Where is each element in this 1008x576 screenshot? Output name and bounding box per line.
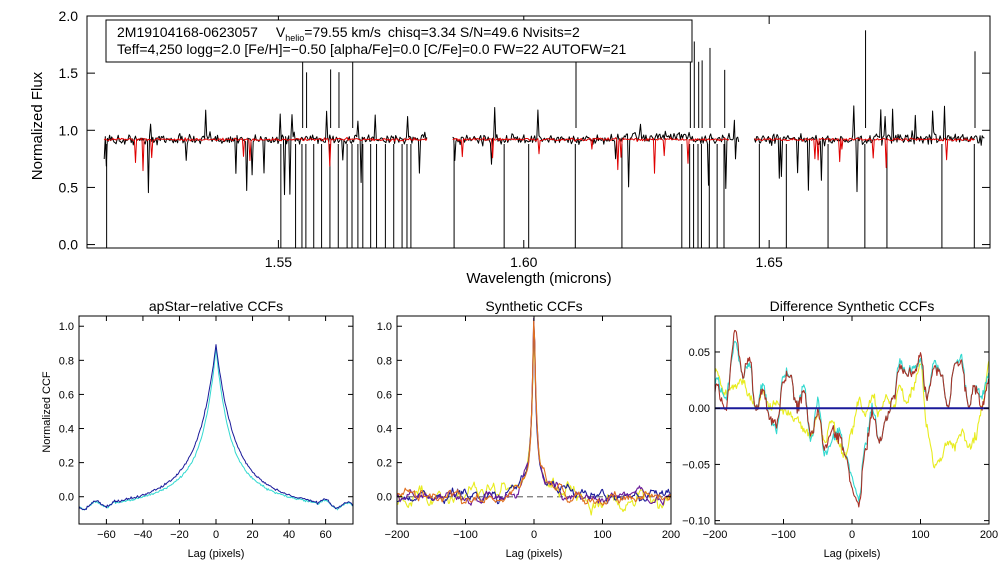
spectrum-info-box: 2M19104168-0623057 Vhelio=79.55 km/s chisq… — [105, 19, 693, 63]
synthetic-ccf-visit-1 — [397, 323, 671, 505]
x-tick-label: 1.65 — [756, 254, 783, 270]
y-tick-label: 0.8 — [377, 355, 392, 367]
x-tick-label: 100 — [911, 529, 929, 541]
difference-ccf-ticks: −200 −100 0 100 200 −0.10 −0.05 0.00 0.05 — [682, 316, 998, 541]
synthetic-ccf-ticks: −200 −100 0 100 200 0.0 0.2 0.4 0.6 0.8 1.0 — [377, 316, 680, 541]
y-tick-label: 0.6 — [59, 389, 74, 401]
synthetic-ccf-panel: −200 −100 0 100 200 0.0 0.2 0.4 0.6 0.8 1.0 Synthe… — [377, 298, 680, 560]
x-tick-label: 0 — [849, 529, 855, 541]
synthetic-ccf-combined — [396, 340, 671, 516]
observed-flux-line — [753, 105, 985, 193]
difference-ccf-cyan — [714, 340, 990, 502]
observed-flux-line — [452, 107, 740, 189]
info-box-frame — [105, 19, 693, 63]
difference-ccf-lines — [714, 329, 990, 508]
x-tick-label: −100 — [453, 529, 478, 541]
spectrum-frame — [86, 15, 991, 249]
x-tick-label: −100 — [771, 529, 796, 541]
difference-ccf-xlabel: Lag (pixels) — [824, 548, 881, 560]
fit-stats: chisq=3.34 S/N=49.6 Nvisits=2 — [388, 24, 580, 40]
y-tick-label: 0.0 — [59, 492, 74, 504]
apstar-ccf-ylabel: Normalized CCF — [41, 371, 53, 453]
y-tick-label: 0.0 — [377, 492, 392, 504]
synthetic-ccf-title: Synthetic CCFs — [485, 298, 582, 314]
spectrum-panel: 1.55 1.60 1.65 0.0 0.5 1.0 1.5 2.0 2M19104168-0… — [29, 8, 991, 287]
y-tick-label: 0.4 — [59, 424, 74, 436]
x-tick-label: 40 — [283, 529, 295, 541]
info-line-1: 2M19104168-0623057 Vhelio=79.55 km/s chisq… — [117, 24, 580, 43]
x-tick-label: 200 — [980, 529, 998, 541]
apstar-ccf-xlabel: Lag (pixels) — [188, 548, 245, 560]
apstar-ccf-visit-2 — [78, 344, 354, 511]
y-tick-label: 0.0 — [59, 237, 79, 253]
x-tick-label: −60 — [97, 529, 116, 541]
difference-ccf-panel: −200 −100 0 100 200 −0.10 −0.05 0.00 0.05 Differ… — [682, 298, 998, 560]
synthetic-model-line — [754, 137, 975, 169]
y-tick-label: 2.0 — [59, 8, 79, 24]
synthetic-ccf-lines — [396, 317, 671, 516]
apstar-ccf-lines — [78, 344, 354, 511]
synthetic-model-line — [103, 136, 428, 172]
y-tick-label: 0.5 — [59, 179, 79, 195]
info-line-2: Teff=4,250 logg=2.0 [Fe/H]=−0.50 [alpha/… — [117, 41, 626, 57]
y-tick-label: 0.00 — [689, 403, 710, 415]
y-tick-label: −0.10 — [682, 516, 710, 528]
y-tick-label: 0.05 — [689, 347, 710, 359]
difference-ccf-title: Difference Synthetic CCFs — [770, 298, 935, 314]
spectrum-ticks: 1.55 1.60 1.65 0.0 0.5 1.0 1.5 2.0 — [59, 8, 990, 270]
x-tick-label: 0 — [213, 529, 219, 541]
y-tick-label: 1.0 — [377, 321, 392, 333]
y-tick-label: 1.0 — [59, 321, 74, 333]
x-tick-label: 1.60 — [510, 254, 537, 270]
apstar-ccf-ticks: −60 −40 −20 0 20 40 60 0.0 0.2 0.4 0.6 0.8 1.0 — [59, 316, 353, 541]
x-tick-label: −200 — [385, 529, 410, 541]
y-tick-label: 0.8 — [59, 355, 74, 367]
x-tick-label: 100 — [593, 529, 611, 541]
x-tick-label: 60 — [319, 529, 331, 541]
difference-ccf-frame — [714, 315, 990, 525]
synthetic-ccf-xlabel: Lag (pixels) — [506, 548, 563, 560]
apstar-ccf-title: apStar−relative CCFs — [149, 298, 283, 314]
synthetic-ccf-model — [396, 319, 671, 506]
difference-ccf-brown — [714, 329, 990, 508]
x-tick-label: −20 — [170, 529, 189, 541]
y-tick-label: 0.6 — [377, 389, 392, 401]
synthetic-model-line — [452, 137, 730, 174]
spectrum-ylabel: Normalized Flux — [29, 71, 46, 180]
x-tick-label: −200 — [703, 529, 728, 541]
y-tick-label: 1.0 — [59, 122, 79, 138]
y-tick-label: 0.2 — [377, 458, 392, 470]
y-tick-label: 0.4 — [377, 424, 392, 436]
x-tick-label: 0 — [531, 529, 537, 541]
observed-flux-line — [103, 109, 428, 196]
vhelio-value: =79.55 km/s — [304, 24, 381, 40]
star-id: 2M19104168-0623057 — [117, 24, 258, 40]
difference-ccf-yellow — [714, 361, 990, 469]
x-tick-label: −40 — [134, 529, 153, 541]
vhelio-subscript: helio — [285, 33, 304, 43]
x-tick-label: 20 — [246, 529, 258, 541]
y-tick-label: 0.2 — [59, 458, 74, 470]
spectrum-lines — [103, 30, 985, 248]
vhelio-symbol: V — [276, 24, 286, 40]
x-tick-label: 1.55 — [265, 254, 292, 270]
apstar-ccf-visit-1 — [78, 347, 354, 511]
x-tick-label: 200 — [662, 529, 680, 541]
spectrum-xlabel: Wavelength (microns) — [466, 270, 611, 287]
y-tick-label: 1.5 — [59, 65, 79, 81]
apstar-ccf-panel: −60 −40 −20 0 20 40 60 0.0 0.2 0.4 0.6 0.8 1.0 apSta… — [41, 298, 354, 560]
y-tick-label: −0.05 — [682, 459, 710, 471]
